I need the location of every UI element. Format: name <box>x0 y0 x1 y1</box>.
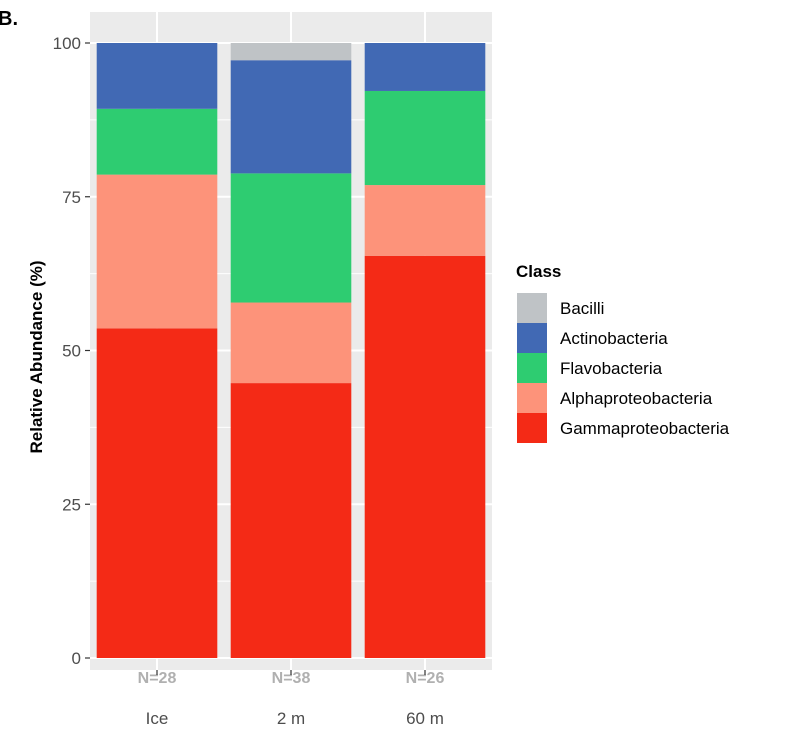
y-axis: 0 25 50 75 100 <box>53 34 90 668</box>
bar-segment-bacilli-2m <box>230 43 352 61</box>
bar-segment-actinobacteria-ice <box>96 43 218 109</box>
legend-swatch-flavobacteria <box>517 353 547 383</box>
bar-segment-gammaproteobacteria-2m <box>230 383 352 658</box>
y-tick-label: 50 <box>62 342 81 361</box>
bar-segment-alphaproteobacteria-ice <box>96 174 218 329</box>
bar-segment-flavobacteria-2m <box>230 173 352 303</box>
bar-segment-gammaproteobacteria-60m <box>364 255 486 659</box>
x-axis: Ice 2 m 60 m <box>146 670 444 728</box>
legend-label-bacilli: Bacilli <box>560 299 604 318</box>
legend-label-alphaproteobacteria: Alphaproteobacteria <box>560 389 713 408</box>
bar-segment-actinobacteria-60m <box>364 43 486 91</box>
panel-label: B. <box>0 8 18 30</box>
y-axis-label: Relative Abundance (%) <box>27 260 46 453</box>
x-tick-label: 60 m <box>406 709 444 728</box>
legend-swatch-gammaproteobacteria <box>517 413 547 443</box>
legend-label-actinobacteria: Actinobacteria <box>560 329 668 348</box>
y-tick-label: 25 <box>62 495 81 514</box>
sample-size-labels: N=28 N=38 N=26 <box>138 670 445 687</box>
bar-segment-alphaproteobacteria-60m <box>364 185 486 256</box>
bar-segment-alphaproteobacteria-2m <box>230 302 352 384</box>
y-tick-label: 0 <box>72 649 81 668</box>
legend-swatch-actinobacteria <box>517 323 547 353</box>
y-tick-label: 75 <box>62 188 81 207</box>
bar-segment-flavobacteria-60m <box>364 90 486 186</box>
y-tick-label: 100 <box>53 34 81 53</box>
bars <box>96 43 486 659</box>
legend-swatch-bacilli <box>517 293 547 323</box>
x-tick-label: 2 m <box>277 709 305 728</box>
legend-label-flavobacteria: Flavobacteria <box>560 359 663 378</box>
sample-size-label: N=26 <box>406 670 445 687</box>
bar-segment-gammaproteobacteria-ice <box>96 328 218 658</box>
legend-title: Class <box>516 262 561 281</box>
legend: Class Bacilli Actinobacteria Flavobacteria A… <box>516 262 730 443</box>
bar-segment-actinobacteria-2m <box>230 60 352 174</box>
bar-segment-flavobacteria-ice <box>96 108 218 175</box>
sample-size-label: N=38 <box>272 670 311 687</box>
sample-size-label: N=28 <box>138 670 177 687</box>
x-tick-label: Ice <box>146 709 169 728</box>
legend-label-gammaproteobacteria: Gammaproteobacteria <box>560 419 730 438</box>
legend-swatch-alphaproteobacteria <box>517 383 547 413</box>
